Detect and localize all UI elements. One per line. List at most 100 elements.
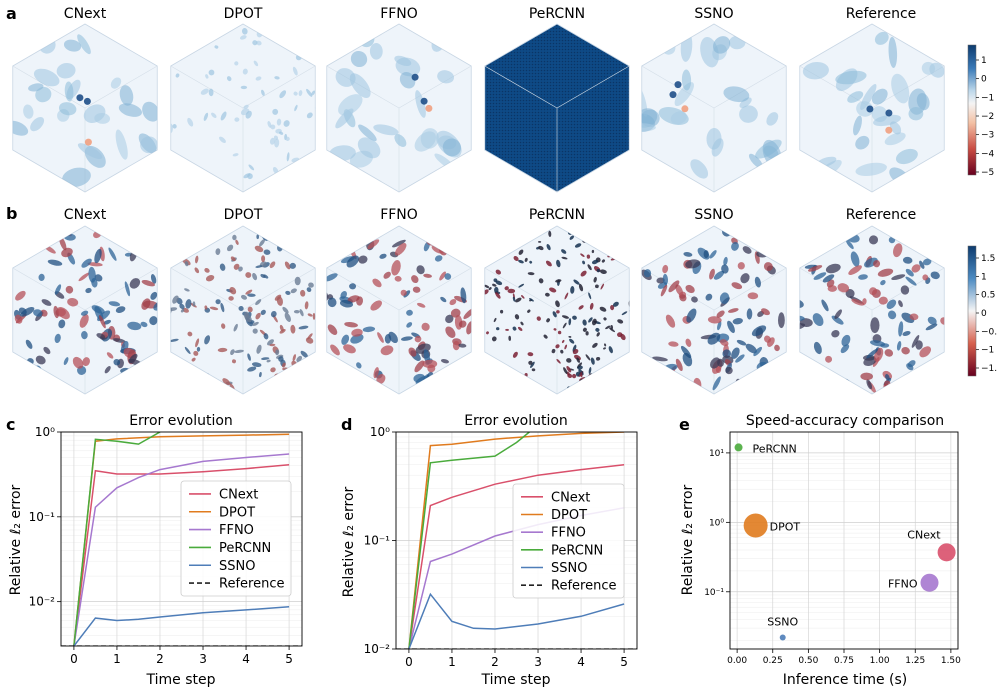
chart-c: 0 1 2 3 4 5 10⁻² 10⁻¹ 10⁰ CNext DPOT FFNO PeRCNN SSNO… xyxy=(29,425,303,666)
chart-d-xtick-label: 1 xyxy=(448,655,456,669)
panel-letter-a: a xyxy=(6,4,17,23)
chart-c-series-percnn xyxy=(73,432,161,646)
colorbar-b-tick-label: 1.5 xyxy=(981,254,995,264)
row-b-title-dpot: DPOT xyxy=(224,207,263,223)
chart-c-xtick-label: 1 xyxy=(113,652,121,666)
chart-e-point-dpot xyxy=(743,513,768,538)
panel-letter-b: b xyxy=(6,204,17,223)
row-a-title-reference: Reference xyxy=(846,6,917,22)
cube-a-percnn xyxy=(484,23,630,193)
chart-e-point-label-cnext: CNext xyxy=(907,528,941,541)
chart-d-series-cnext xyxy=(408,463,625,649)
chart-c-series-cnext xyxy=(73,464,290,646)
chart-c-xtick-label: 3 xyxy=(199,652,207,666)
chart-c-legend-label-cnext: CNext xyxy=(219,487,258,502)
chart-d-title: Error evolution xyxy=(464,413,568,429)
cube-a-ffno xyxy=(326,23,472,193)
chart-e-xtick-label: 0.00 xyxy=(727,656,747,666)
colorbar-b-tick-label: −1.5 xyxy=(981,364,997,374)
chart-d-series-dpot xyxy=(408,432,625,649)
cube-b-ffno xyxy=(326,225,472,395)
chart-c-xtick-label: 0 xyxy=(70,652,78,666)
chart-c-legend-label-dpot: DPOT xyxy=(219,505,255,520)
chart-e-point-label-percnn: PeRCNN xyxy=(753,442,797,455)
colorbar-a-tick-label: 1 xyxy=(981,56,987,66)
row-b-title-ssno: SSNO xyxy=(694,207,733,223)
row-a-cube-renders xyxy=(12,23,945,193)
colorbar-a-tick-label: −1 xyxy=(981,93,994,103)
row-b-title-cnext: CNext xyxy=(64,207,107,223)
chart-d-series-ssno xyxy=(408,592,625,649)
chart-d-ytick-label: 10⁻² xyxy=(364,642,391,656)
chart-d-legend-label-ffno: FFNO xyxy=(551,526,586,541)
chart-e-ytick-label: 10⁻¹ xyxy=(704,588,724,598)
chart-c-xlabel: Time step xyxy=(146,672,216,688)
chart-c-title: Error evolution xyxy=(129,413,233,429)
chart-d-xtick-label: 2 xyxy=(491,655,499,669)
chart-e-point-percnn xyxy=(734,443,743,452)
chart-c-xtick-label: 4 xyxy=(242,652,250,666)
chart-e-title: Speed-accuracy comparison xyxy=(746,413,944,429)
chart-c-series-ffno xyxy=(73,453,290,646)
panel-letter-c: c xyxy=(6,415,15,434)
cube-b-dpot xyxy=(170,225,316,395)
chart-e-point-ssno xyxy=(779,634,786,641)
colorbar-b-tick-label: 0.5 xyxy=(981,291,995,301)
row-b-title-percnn: PeRCNN xyxy=(529,207,585,223)
chart-d-series-percnn xyxy=(408,432,530,649)
chart-e-point-label-ssno: SSNO xyxy=(767,615,798,628)
chart-e-xtick-label: 1.00 xyxy=(870,656,890,666)
colorbar-a-tick-label: −2 xyxy=(981,112,994,122)
colorbar-b-tick-label: −1 xyxy=(981,346,994,356)
chart-c-legend: CNext DPOT FFNO PeRCNN SSNO Reference xyxy=(180,480,292,597)
chart-d-xtick-label: 0 xyxy=(405,655,413,669)
chart-c-xtick-label: 2 xyxy=(156,652,164,666)
chart-d-legend-label-dpot: DPOT xyxy=(551,508,587,523)
chart-c-ylabel: Relative ℓ₂ error xyxy=(8,484,24,595)
cube-a-reference xyxy=(799,23,945,193)
colorbar-b-tick-label: 0 xyxy=(981,309,987,319)
chart-d-xlabel: Time step xyxy=(481,672,551,688)
chart-c-ytick-label: 10⁻² xyxy=(29,595,56,609)
chart-e: 0.00 0.25 0.50 0.75 1.00 1.25 1.50 10⁻¹ 10⁰ 10¹ Pe… xyxy=(704,431,961,666)
chart-d-ytick-label: 10⁰ xyxy=(370,425,390,439)
row-a-title-ffno: FFNO xyxy=(380,6,418,22)
chart-d-legend-label-cnext: CNext xyxy=(551,490,590,505)
cube-b-percnn xyxy=(484,225,630,395)
chart-c-xtick-label: 5 xyxy=(285,652,293,666)
chart-e-point-label-ffno: FFNO xyxy=(888,578,918,591)
row-a-title-cnext: CNext xyxy=(64,6,107,22)
colorbar-a-tick-label: −5 xyxy=(981,168,994,178)
colorbar-b: 1.5 1 0.5 0 −0.5 −1 −1.5 xyxy=(967,245,997,377)
chart-c-legend-label-percnn: PeRCNN xyxy=(219,541,271,556)
colorbar-b-tick-label: 1 xyxy=(981,272,987,282)
chart-d-ylabel: Relative ℓ₂ error xyxy=(341,486,357,597)
chart-c-series-ssno xyxy=(73,606,290,646)
cube-a-ssno xyxy=(641,23,787,193)
cube-b-cnext xyxy=(12,225,158,395)
cube-b-ssno xyxy=(641,225,787,395)
chart-c-legend-label-ffno: FFNO xyxy=(219,523,254,538)
chart-d-ytick-label: 10⁻¹ xyxy=(364,534,391,548)
chart-d-legend-label-reference: Reference xyxy=(551,579,616,594)
chart-d-xtick-label: 5 xyxy=(620,655,628,669)
chart-c-frame xyxy=(60,431,303,647)
chart-e-xtick-label: 1.50 xyxy=(941,656,961,666)
row-b-title-reference: Reference xyxy=(846,207,917,223)
row-a-title-dpot: DPOT xyxy=(224,6,263,22)
row-b-title-ffno: FFNO xyxy=(380,207,418,223)
chart-e-point-label-dpot: DPOT xyxy=(770,521,801,534)
chart-e-xtick-label: 0.75 xyxy=(834,656,854,666)
chart-e-point-ffno xyxy=(920,573,939,592)
chart-c-legend-label-ssno: SSNO xyxy=(219,559,255,574)
chart-d: 0 1 2 3 4 5 10⁻² 10⁻¹ 10⁰ CNext DPOT FFNO PeRCNN SSNO… xyxy=(364,425,638,669)
colorbar-a: 1 0 −1 −2 −3 −4 −5 xyxy=(967,44,995,178)
chart-c-ytick-label: 10⁻¹ xyxy=(29,510,56,524)
chart-c-ytick-label: 10⁰ xyxy=(35,425,55,439)
row-b-cube-renders xyxy=(12,225,945,395)
colorbar-a-tick-label: −3 xyxy=(981,131,994,141)
chart-e-point-cnext xyxy=(937,543,956,562)
chart-e-ylabel: Relative ℓ₂ error xyxy=(680,484,696,595)
colorbar-b-tick-label: −0.5 xyxy=(981,327,997,337)
